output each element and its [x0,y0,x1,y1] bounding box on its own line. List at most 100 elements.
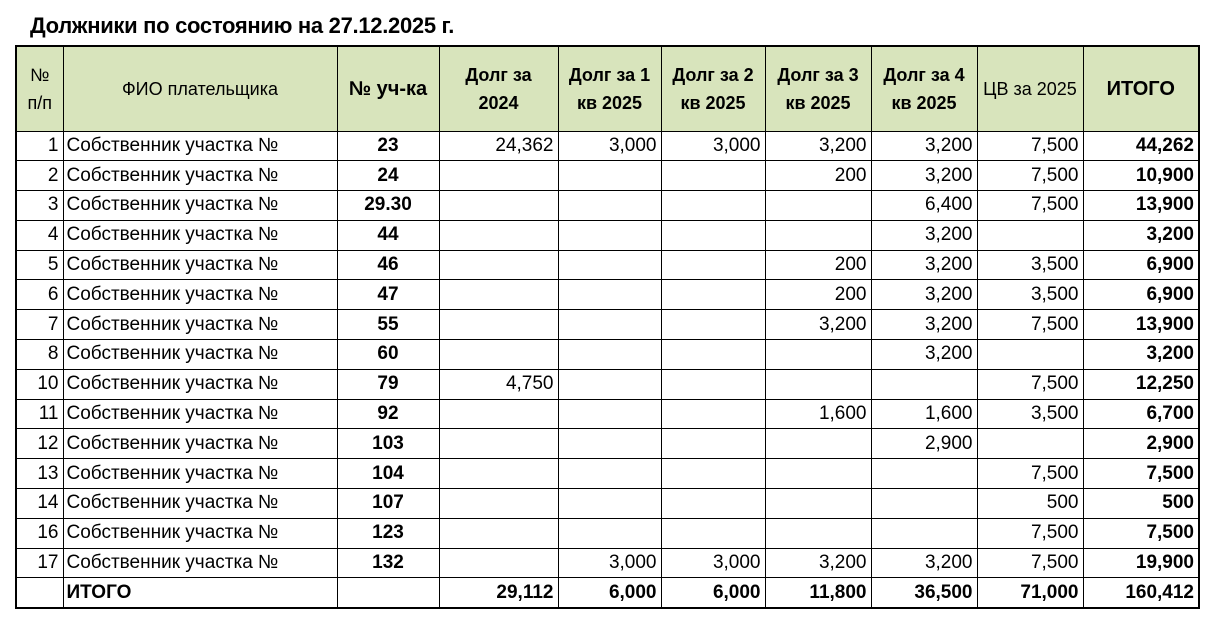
plot-number: 104 [336,458,440,490]
debt-q1-2025 [557,339,662,370]
target-fee-2025: 7,500 [976,309,1084,341]
debt-q4-2025 [870,517,978,549]
plot-number: 92 [336,398,440,430]
debt-2024: 29,112 [438,577,559,609]
row-total: 500 [1082,488,1200,519]
target-fee-2025: 7,500 [976,190,1084,221]
debt-q3-2025: 3,200 [764,547,872,579]
debt-q1-2025 [557,160,662,192]
header-cell: Долг за 4 кв 2025 [870,45,978,132]
payer-name: Собственник участка № [62,517,338,549]
table-row: 17 Собственник участка № 132 3,000 3,000 3,20… [15,547,1200,579]
debt-q2-2025 [660,160,766,192]
debt-q1-2025 [557,190,662,221]
payer-name: Собственник участка № [62,219,338,251]
plot-number: 29.30 [336,190,440,221]
debt-q2-2025 [660,279,766,311]
target-fee-2025: 7,500 [976,130,1084,162]
debt-2024 [438,309,559,341]
header-row: № п/п ФИО плательщика № уч-ка Долг за 20… [15,45,1200,132]
header-cell: Долг за 2 кв 2025 [660,45,766,132]
target-fee-2025: 7,500 [976,547,1084,579]
table-row: 14 Собственник участка № 107 500 500 [15,488,1200,519]
row-number: 10 [15,368,64,400]
plot-number [336,577,440,609]
debt-2024 [438,219,559,251]
row-number: 16 [15,517,64,549]
debt-q3-2025 [764,488,872,519]
debt-2024 [438,547,559,579]
debt-2024 [438,249,559,281]
debt-q4-2025: 3,200 [870,339,978,370]
payer-name: Собственник участка № [62,279,338,311]
payer-name: Собственник участка № [62,368,338,400]
row-total: 7,500 [1082,458,1200,490]
header-cell: ЦВ за 2025 [976,45,1084,132]
debt-q2-2025 [660,428,766,460]
plot-number: 107 [336,488,440,519]
payer-name: Собственник участка № [62,160,338,192]
row-total: 13,900 [1082,309,1200,341]
debt-q1-2025 [557,309,662,341]
debt-q2-2025: 3,000 [660,130,766,162]
debt-q2-2025 [660,488,766,519]
debt-q4-2025: 3,200 [870,219,978,251]
debt-q1-2025: 3,000 [557,547,662,579]
table-row: 2 Собственник участка № 24 200 3,200 7,500 10,… [15,160,1200,192]
debt-q3-2025 [764,428,872,460]
row-number: 8 [15,339,64,370]
header-cell: Долг за 2024 [438,45,559,132]
payer-name: Собственник участка № [62,130,338,162]
target-fee-2025: 7,500 [976,368,1084,400]
plot-number: 60 [336,339,440,370]
table-row: 4 Собственник участка № 44 3,200 3,200 [15,219,1200,251]
plot-number: 44 [336,219,440,251]
debt-q4-2025: 3,200 [870,249,978,281]
row-total: 2,900 [1082,428,1200,460]
debt-2024 [438,458,559,490]
page-title: Должники по состоянию на 27.12.2025 г. [30,13,455,38]
target-fee-2025: 500 [976,488,1084,519]
target-fee-2025: 71,000 [976,577,1084,609]
debt-q1-2025: 3,000 [557,130,662,162]
plot-number: 123 [336,517,440,549]
table-row: 6 Собственник участка № 47 200 3,200 3,500 6,9… [15,279,1200,311]
debt-2024: 4,750 [438,368,559,400]
debt-2024: 24,362 [438,130,559,162]
payer-name: Собственник участка № [62,488,338,519]
payer-name: Собственник участка № [62,190,338,221]
debt-q1-2025 [557,249,662,281]
header-cell: Долг за 3 кв 2025 [764,45,872,132]
debt-q3-2025: 3,200 [764,309,872,341]
row-number: 4 [15,219,64,251]
row-total: 3,200 [1082,219,1200,251]
plot-number: 24 [336,160,440,192]
debt-q2-2025 [660,190,766,221]
row-number: 7 [15,309,64,341]
table-row: 11 Собственник участка № 92 1,600 1,600 3,500… [15,398,1200,430]
payer-name: Собственник участка № [62,339,338,370]
row-total: 3,200 [1082,339,1200,370]
debt-q4-2025: 1,600 [870,398,978,430]
header-cell: № п/п [15,45,64,132]
debt-2024 [438,339,559,370]
debt-2024 [438,517,559,549]
debt-q1-2025 [557,368,662,400]
target-fee-2025: 7,500 [976,517,1084,549]
debt-q3-2025: 3,200 [764,130,872,162]
plot-number: 47 [336,279,440,311]
target-fee-2025 [976,339,1084,370]
row-number: 12 [15,428,64,460]
row-number: 2 [15,160,64,192]
debt-2024 [438,190,559,221]
debt-q3-2025: 200 [764,249,872,281]
debt-q3-2025: 200 [764,279,872,311]
row-number: 6 [15,279,64,311]
debt-q2-2025 [660,517,766,549]
row-total: 6,900 [1082,249,1200,281]
target-fee-2025: 3,500 [976,398,1084,430]
table-row: 1 Собственник участка № 23 24,362 3,000 3,000… [15,130,1200,162]
target-fee-2025: 3,500 [976,279,1084,311]
payer-name: Собственник участка № [62,309,338,341]
debt-q1-2025: 6,000 [557,577,662,609]
